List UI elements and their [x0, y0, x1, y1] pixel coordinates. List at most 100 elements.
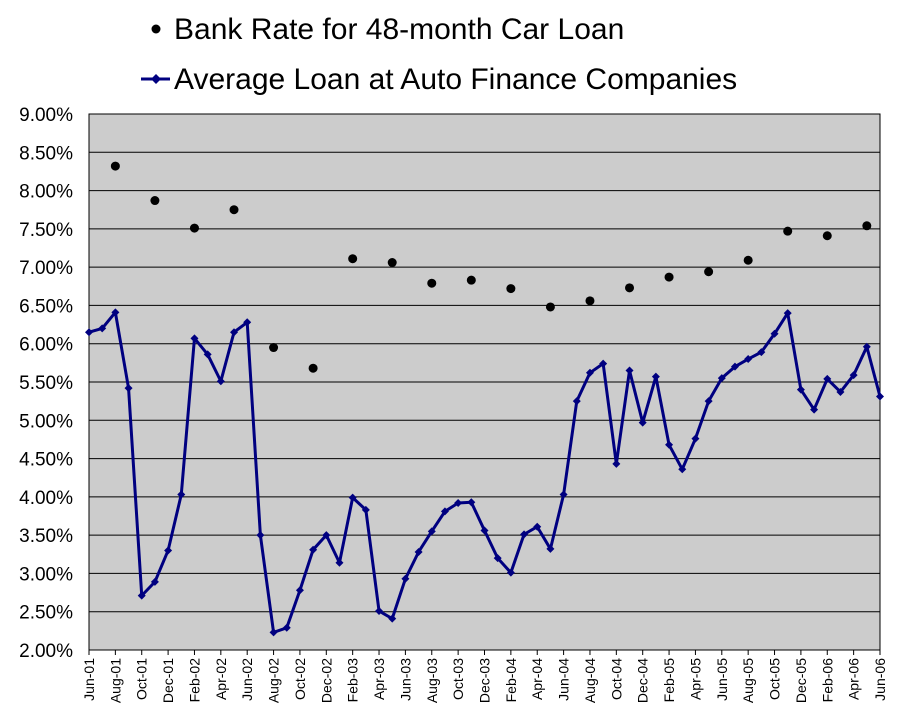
x-tick-label: Aug-01 — [107, 658, 123, 703]
data-point-average-loan — [546, 544, 555, 553]
x-tick-label: Aug-02 — [266, 658, 282, 703]
data-point-average-loan — [585, 368, 594, 377]
x-tick-label: Oct-01 — [134, 658, 150, 700]
data-point-average-loan — [427, 527, 436, 536]
data-point-average-loan — [137, 591, 146, 600]
data-point-average-loan — [111, 308, 120, 317]
data-point-average-loan — [862, 342, 871, 351]
data-point-average-loan — [678, 465, 687, 474]
data-point-average-loan — [849, 371, 858, 380]
data-point-average-loan — [810, 405, 819, 414]
x-tick-label: Oct-04 — [608, 658, 624, 700]
y-tick-label: 2.00% — [19, 641, 73, 662]
data-point-bank-rate — [427, 278, 437, 288]
data-point-average-loan — [335, 558, 344, 567]
x-tick-label: Jun-02 — [239, 658, 255, 701]
y-tick-label: 6.00% — [19, 335, 73, 356]
x-tick-label: Feb-03 — [345, 658, 361, 703]
data-point-bank-rate — [862, 221, 872, 231]
data-point-average-loan — [625, 366, 634, 375]
y-tick-label: 2.50% — [19, 603, 73, 624]
data-point-average-loan — [506, 568, 515, 577]
data-point-bank-rate — [110, 161, 120, 171]
data-point-average-loan — [164, 546, 173, 555]
y-tick-label: 7.50% — [19, 220, 73, 241]
data-point-average-loan — [520, 530, 529, 539]
x-axis: Jun-01 Aug-01 Oct-01 Dec-01 Feb-02 Apr-02 Jun-… — [81, 650, 888, 703]
data-point-average-loan — [401, 574, 410, 583]
data-point-average-loan — [230, 328, 239, 337]
y-axis: 2.00% 2.50% 3.00% 3.50% 4.00% 4.50% 5.00% 5.50%… — [19, 105, 73, 662]
y-tick-label: 6.50% — [19, 296, 73, 317]
data-point-average-loan — [190, 334, 199, 343]
y-tick-label: 5.50% — [19, 373, 73, 394]
data-point-average-loan — [533, 522, 542, 531]
x-tick-label: Feb-05 — [661, 658, 677, 703]
data-point-average-loan — [757, 348, 766, 357]
data-point-bank-rate — [466, 275, 476, 285]
data-point-bank-rate — [704, 267, 714, 277]
data-point-average-loan — [559, 490, 568, 499]
x-tick-label: Apr-04 — [529, 658, 545, 700]
data-point-average-loan — [704, 397, 713, 406]
x-tick-label: Aug-05 — [740, 658, 756, 703]
data-point-average-loan — [783, 309, 792, 318]
data-point-bank-rate — [150, 196, 160, 206]
x-tick-label: Apr-05 — [687, 658, 703, 700]
legend-label-bank-rate: Bank Rate for 48-month Car Loan — [174, 13, 624, 46]
data-point-average-loan — [282, 623, 291, 632]
x-tick-label: Oct-02 — [292, 658, 308, 700]
data-point-bank-rate — [189, 223, 199, 233]
data-point-bank-rate — [743, 255, 753, 265]
x-tick-label: Apr-02 — [213, 658, 229, 700]
data-point-average-loan — [375, 606, 384, 615]
x-tick-label: Feb-02 — [186, 658, 202, 703]
x-tick-label: Aug-04 — [582, 658, 598, 703]
data-point-average-loan — [572, 397, 581, 406]
data-point-average-loan — [348, 493, 357, 502]
y-tick-label: 9.00% — [19, 105, 73, 126]
data-point-average-loan — [744, 355, 753, 364]
data-point-average-loan — [612, 459, 621, 468]
data-point-bank-rate — [387, 258, 397, 268]
y-tick-label: 7.00% — [19, 258, 73, 279]
x-tick-label: Jun-05 — [714, 658, 730, 701]
legend-marker-average-loan — [151, 74, 161, 84]
data-point-average-loan — [651, 372, 660, 381]
data-point-bank-rate — [822, 231, 832, 241]
y-tick-label: 8.00% — [19, 182, 73, 203]
x-tick-label: Aug-03 — [424, 658, 440, 703]
data-point-average-loan — [361, 505, 370, 514]
x-tick-label: Feb-06 — [819, 658, 835, 703]
data-point-average-loan — [414, 547, 423, 556]
data-point-average-loan — [730, 362, 739, 371]
data-point-bank-rate — [664, 272, 674, 282]
x-tick-label: Oct-05 — [767, 658, 783, 700]
data-point-bank-rate — [506, 284, 516, 294]
data-point-average-loan — [467, 498, 476, 507]
x-tick-label: Jun-03 — [397, 658, 413, 701]
legend: Bank Rate for 48-month Car Loan Average … — [141, 13, 737, 96]
data-point-average-loan — [836, 387, 845, 396]
y-tick-label: 3.00% — [19, 564, 73, 585]
data-point-average-loan — [665, 440, 674, 449]
x-tick-label: Oct-03 — [450, 658, 466, 700]
x-tick-label: Dec-02 — [318, 658, 334, 703]
legend-entry-average-loan: Average Loan at Auto Finance Companies — [141, 63, 737, 96]
data-point-bank-rate — [585, 296, 595, 306]
data-point-average-loan — [216, 377, 225, 386]
data-point-average-loan — [796, 385, 805, 394]
data-point-average-loan — [269, 628, 278, 637]
data-point-average-loan — [295, 586, 304, 595]
data-point-average-loan — [440, 507, 449, 516]
legend-marker-bank-rate — [151, 24, 161, 34]
data-point-average-loan — [454, 498, 463, 507]
y-tick-label: 4.00% — [19, 488, 73, 509]
x-tick-label: Feb-04 — [503, 658, 519, 703]
data-point-bank-rate — [348, 254, 358, 264]
data-point-average-loan — [691, 434, 700, 443]
x-tick-label: Dec-01 — [160, 658, 176, 703]
data-point-average-loan — [388, 614, 397, 623]
series-bank-rate — [110, 161, 872, 373]
